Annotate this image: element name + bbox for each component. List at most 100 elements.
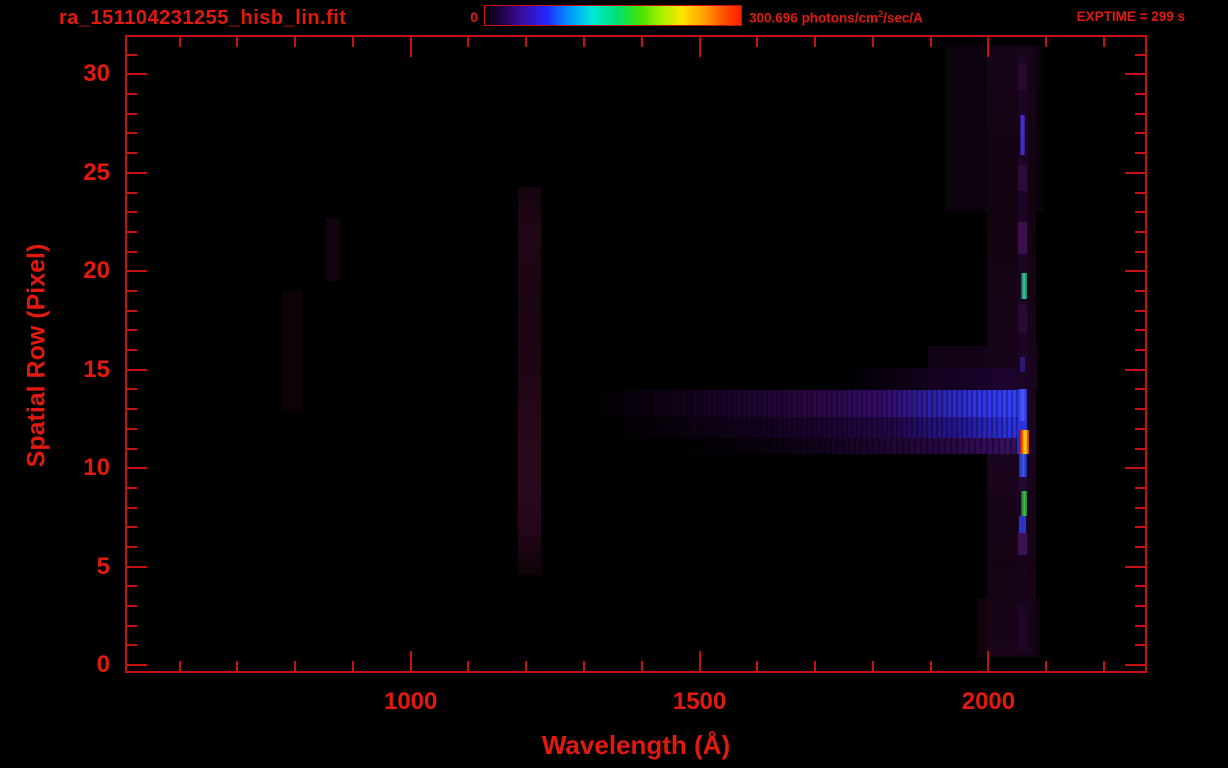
x-minor-tick	[583, 37, 585, 47]
feature-emission-line-base	[1017, 54, 1029, 654]
x-minor-tick	[814, 37, 816, 47]
y-major-tick	[127, 270, 147, 272]
y-minor-tick	[127, 113, 137, 115]
y-minor-tick	[127, 54, 137, 56]
y-minor-tick	[1135, 152, 1145, 154]
y-minor-tick	[1135, 93, 1145, 95]
y-minor-tick	[127, 290, 137, 292]
feature-line-seg-low	[1018, 554, 1028, 605]
y-minor-tick	[1135, 132, 1145, 134]
y-minor-tick	[1135, 349, 1145, 351]
y-minor-tick	[127, 605, 137, 607]
feature-line-seg-row21	[1018, 222, 1027, 254]
feature-line-seg-row17	[1018, 303, 1027, 334]
y-minor-tick	[127, 388, 137, 390]
colorbar-gradient	[484, 5, 742, 26]
y-minor-tick	[127, 448, 137, 450]
y-minor-tick	[127, 625, 137, 627]
y-minor-tick	[1135, 448, 1145, 450]
y-minor-tick	[1135, 625, 1145, 627]
y-major-tick	[127, 172, 147, 174]
colorbar-units-prefix: photons/cm	[797, 10, 879, 26]
feature-line-seg-row25	[1018, 164, 1027, 191]
feature-band-row12	[601, 417, 1028, 438]
x-minor-tick	[872, 37, 874, 47]
x-major-tick	[699, 37, 701, 57]
feature-line-seg-purple6	[1018, 533, 1027, 555]
page-title: ra_151104231255_hisb_lin.fit	[59, 7, 347, 29]
feature-band-row11	[673, 437, 1028, 455]
y-minor-tick	[127, 585, 137, 587]
y-minor-tick	[127, 251, 137, 253]
x-minor-tick	[641, 661, 643, 671]
y-minor-tick	[127, 152, 137, 154]
y-minor-tick	[1135, 644, 1145, 646]
y-major-tick	[1125, 172, 1145, 174]
x-minor-tick	[1045, 37, 1047, 47]
feature-line-seg-cyan	[1021, 273, 1027, 299]
y-minor-tick	[127, 132, 137, 134]
y-minor-tick	[127, 310, 137, 312]
y-tick-label: 15	[83, 355, 110, 383]
feature-line-seg-row10	[1019, 454, 1027, 478]
y-axis-title: Spatial Row (Pixel)	[22, 243, 51, 468]
feature-line-seg-blueviolet	[1019, 114, 1026, 156]
x-major-tick	[410, 37, 412, 57]
x-tick-label: 1500	[672, 688, 727, 715]
x-minor-tick	[641, 37, 643, 47]
y-minor-tick	[127, 329, 137, 331]
x-minor-tick	[294, 37, 296, 47]
y-major-tick	[127, 566, 147, 568]
y-major-tick	[1125, 369, 1145, 371]
y-tick-label: 5	[96, 552, 110, 580]
x-minor-tick	[525, 37, 527, 47]
x-minor-tick	[179, 661, 181, 671]
y-tick-label: 30	[83, 60, 110, 88]
x-minor-tick	[525, 661, 527, 671]
feature-line-seg-bottom	[1019, 613, 1028, 648]
x-minor-tick	[756, 661, 758, 671]
spectrogram-image	[127, 37, 1145, 671]
y-minor-tick	[127, 93, 137, 95]
feature-smudge-860	[326, 218, 341, 282]
x-minor-tick	[814, 661, 816, 671]
y-major-tick	[1125, 566, 1145, 568]
x-minor-tick	[467, 661, 469, 671]
colorbar-max-value: 300.696	[749, 10, 798, 26]
y-minor-tick	[1135, 231, 1145, 233]
feature-band-row13	[581, 390, 1028, 417]
y-minor-tick	[1135, 211, 1145, 213]
y-major-tick	[127, 369, 147, 371]
y-major-tick	[1125, 73, 1145, 75]
x-tick-label: 2000	[961, 688, 1016, 715]
y-minor-tick	[1135, 251, 1145, 253]
x-minor-tick	[1045, 661, 1047, 671]
x-minor-tick	[236, 661, 238, 671]
y-minor-tick	[127, 192, 137, 194]
feature-haze-column	[986, 46, 1036, 656]
x-minor-tick	[930, 661, 932, 671]
feature-band-top-faint	[838, 367, 1031, 391]
x-minor-tick	[352, 661, 354, 671]
feature-line-seg-blue7	[1019, 516, 1026, 534]
x-axis-title: Wavelength (Å)	[541, 730, 731, 760]
x-major-tick	[410, 651, 412, 671]
colorbar-max-label: 300.696 photons/cm2/sec/A	[749, 9, 923, 26]
y-minor-tick	[1135, 408, 1145, 410]
colorbar-units-suffix: /sec/A	[883, 10, 923, 26]
y-major-tick	[1125, 664, 1145, 666]
y-major-tick	[1125, 270, 1145, 272]
y-minor-tick	[1135, 290, 1145, 292]
x-minor-tick	[352, 37, 354, 47]
y-minor-tick	[1135, 310, 1145, 312]
feature-line-seg-brightblue	[1018, 389, 1028, 421]
x-minor-tick	[756, 37, 758, 47]
y-minor-tick	[1135, 113, 1145, 115]
y-minor-tick	[1135, 428, 1145, 430]
y-minor-tick	[1135, 585, 1145, 587]
y-minor-tick	[1135, 605, 1145, 607]
exptime-label: EXPTIME = 299 s	[1076, 9, 1185, 24]
y-minor-tick	[127, 644, 137, 646]
y-minor-tick	[127, 526, 137, 528]
